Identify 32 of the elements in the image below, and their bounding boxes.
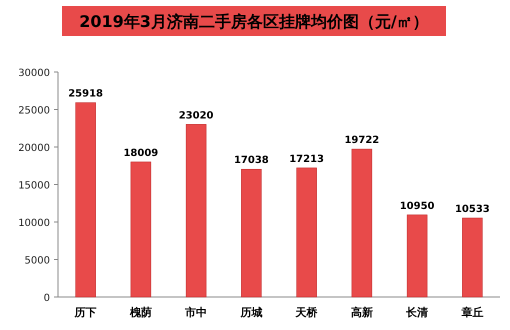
bar bbox=[241, 168, 262, 298]
chart-title: 2019年3月济南二手房各区挂牌均价图（元/㎡） bbox=[79, 12, 429, 31]
data-label: 18009 bbox=[123, 148, 158, 159]
x-tick-label: 高新 bbox=[350, 306, 373, 319]
bar bbox=[75, 102, 96, 298]
x-tick-label: 历下 bbox=[74, 306, 97, 319]
data-label: 17213 bbox=[289, 154, 324, 165]
x-tick-label: 天桥 bbox=[294, 306, 319, 319]
y-tick-label: 30000 bbox=[18, 68, 50, 79]
bar bbox=[186, 124, 206, 298]
x-tick-label: 长清 bbox=[405, 306, 428, 319]
y-tick-label: 0 bbox=[44, 293, 50, 304]
x-tick-label: 槐荫 bbox=[128, 306, 152, 319]
data-label: 19722 bbox=[344, 135, 380, 146]
y-tick-label: 20000 bbox=[18, 143, 50, 154]
bar bbox=[296, 168, 317, 298]
data-label: 10950 bbox=[400, 200, 435, 212]
y-tick-label: 10000 bbox=[18, 218, 50, 229]
data-label: 23020 bbox=[178, 110, 214, 122]
y-tick-label: 5000 bbox=[24, 256, 50, 266]
data-label: 17038 bbox=[234, 155, 269, 166]
data-label: 10533 bbox=[454, 204, 490, 216]
x-tick-label: 章丘 bbox=[460, 306, 484, 319]
x-tick-label: 市中 bbox=[184, 306, 208, 319]
data-label: 25918 bbox=[68, 88, 104, 100]
x-tick-label: 历城 bbox=[239, 306, 262, 319]
bar bbox=[406, 214, 428, 298]
y-tick-label: 15000 bbox=[18, 180, 50, 192]
y-tick-label: 25000 bbox=[18, 106, 50, 116]
bar bbox=[130, 162, 152, 298]
bar bbox=[462, 218, 483, 298]
bar bbox=[352, 148, 372, 298]
